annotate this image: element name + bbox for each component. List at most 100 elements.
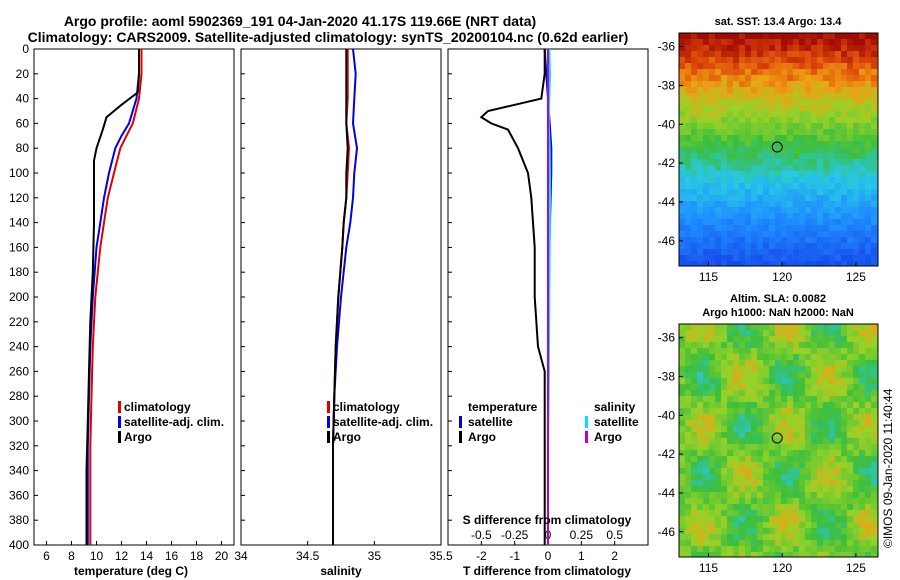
map-cell (775, 552, 781, 557)
map-cell (835, 360, 841, 366)
lat-tick-label: -46 (658, 234, 676, 248)
map-cell (787, 462, 793, 468)
map-cell (709, 444, 715, 450)
map-cell (859, 330, 865, 336)
map-cell (811, 420, 817, 426)
map-cell (757, 396, 763, 402)
map-cell (871, 195, 877, 201)
legend-t-argo-label: Argo (468, 430, 496, 444)
map-cell (781, 87, 787, 93)
map-cell (853, 213, 859, 219)
map-cell (715, 177, 721, 183)
map-cell (787, 324, 793, 330)
map-cell (715, 237, 721, 243)
map-cell (865, 81, 871, 87)
map-cell (745, 468, 751, 474)
map-cell (703, 213, 709, 219)
map-cell (733, 75, 739, 81)
map-cell (715, 528, 721, 534)
map-cell (781, 372, 787, 378)
map-cell (679, 75, 685, 81)
map-cell (781, 360, 787, 366)
map-cell (793, 432, 799, 438)
depth-tick-label: 100 (9, 166, 29, 180)
map-cell (757, 159, 763, 165)
map-cell (697, 213, 703, 219)
map-cell (721, 522, 727, 528)
map-cell (871, 207, 877, 213)
map-cell (703, 231, 709, 237)
map-cell (817, 378, 823, 384)
map-cell (853, 504, 859, 510)
map-cell (763, 390, 769, 396)
map-cell (835, 534, 841, 540)
map-cell (853, 468, 859, 474)
map-cell (859, 33, 865, 39)
map-cell (805, 516, 811, 522)
map-cell (841, 33, 847, 39)
map-cell (781, 201, 787, 207)
map-cell (787, 372, 793, 378)
map-cell (679, 504, 685, 510)
map-cell (823, 111, 829, 117)
map-cell (865, 57, 871, 63)
map-cell (703, 177, 709, 183)
map-cell (805, 408, 811, 414)
map-cell (829, 450, 835, 456)
map-cell (793, 57, 799, 63)
map-cell (847, 45, 853, 51)
map-cell (775, 336, 781, 342)
map-cell (751, 438, 757, 444)
map-cell (865, 324, 871, 330)
map-cell (733, 141, 739, 147)
map-cell (799, 462, 805, 468)
map-cell (721, 402, 727, 408)
map-cell (745, 396, 751, 402)
map-cell (805, 63, 811, 69)
map-cell (775, 153, 781, 159)
map-cell (763, 261, 769, 266)
map-cell (721, 99, 727, 105)
map-cell (739, 183, 745, 189)
map-cell (841, 348, 847, 354)
map-cell (823, 330, 829, 336)
map-cell (823, 444, 829, 450)
map-cell (847, 390, 853, 396)
map-cell (811, 330, 817, 336)
map-cell (793, 486, 799, 492)
map-cell (685, 432, 691, 438)
map-cell (727, 552, 733, 557)
map-cell (715, 105, 721, 111)
map-cell (685, 231, 691, 237)
map-cell (751, 153, 757, 159)
map-cell (853, 336, 859, 342)
map-cell (757, 63, 763, 69)
map-cell (787, 474, 793, 480)
map-cell (769, 522, 775, 528)
map-cell (739, 225, 745, 231)
map-cell (853, 510, 859, 516)
map-cell (817, 111, 823, 117)
map-cell (721, 57, 727, 63)
map-cell (865, 390, 871, 396)
map-cell (823, 480, 829, 486)
map-cell (787, 33, 793, 39)
map-cell (757, 195, 763, 201)
map-cell (679, 183, 685, 189)
map-cell (685, 528, 691, 534)
map-cell (835, 51, 841, 57)
map-cell (811, 87, 817, 93)
map-cell (763, 57, 769, 63)
salinity-axis-label: salinity (320, 564, 362, 578)
map-cell (703, 243, 709, 249)
map-cell (823, 135, 829, 141)
map-cell (739, 231, 745, 237)
map-cell (829, 504, 835, 510)
map-cell (691, 336, 697, 342)
map-cell (763, 123, 769, 129)
map-cell (805, 159, 811, 165)
map-cell (709, 81, 715, 87)
map-cell (841, 330, 847, 336)
map-cell (847, 99, 853, 105)
map-cell (769, 33, 775, 39)
